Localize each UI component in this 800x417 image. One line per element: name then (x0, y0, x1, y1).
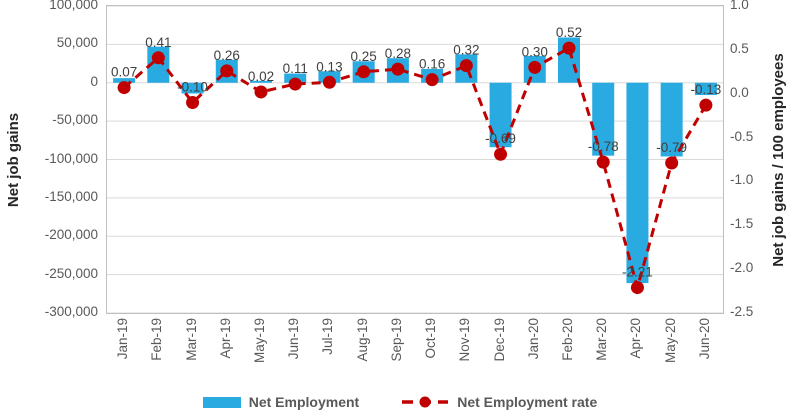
x-tick-label-Mar-19: Mar-19 (183, 318, 199, 361)
rate-marker-Dec-19 (494, 147, 508, 161)
x-tick-label-Jun-20: Jun-20 (696, 318, 712, 360)
data-label: -0.69 (485, 131, 516, 146)
line-swatch-icon (402, 396, 449, 408)
left-tick-label: -100,000 (44, 150, 98, 166)
right-tick-label: 1.0 (730, 0, 749, 12)
data-label: 0.07 (111, 65, 137, 80)
legend-item-net-employment-rate: Net Employment rate (401, 394, 597, 410)
x-tick-label-Dec-19: Dec-19 (491, 318, 507, 362)
right-axis-title: Net job gains / 100 employees (770, 53, 787, 267)
left-tick-label: -200,000 (44, 227, 98, 243)
x-tick-label-Aug-19: Aug-19 (354, 318, 370, 362)
rate-marker-May-19 (254, 85, 268, 99)
data-label: -0.78 (588, 139, 619, 154)
data-label: 0.30 (522, 44, 548, 59)
left-tick-label: 100,000 (49, 0, 98, 12)
right-tick-label: -0.5 (730, 128, 754, 144)
rate-marker-Apr-20 (630, 281, 644, 295)
rate-marker-Feb-19 (151, 51, 165, 65)
rate-marker-Jun-19 (288, 77, 302, 91)
x-tick-label-Feb-20: Feb-20 (560, 318, 575, 361)
rate-marker-Jan-19 (117, 81, 131, 95)
data-label: 0.26 (214, 48, 240, 63)
right-tick-label: -1.5 (730, 216, 754, 232)
left-axis-tick-labels: 100,000 50,000 0 -50,000 -100,000 -150,000 -20… (0, 0, 98, 330)
data-label: 0.16 (419, 57, 445, 72)
data-label: -0.13 (690, 82, 721, 97)
data-label: -0.79 (656, 140, 687, 155)
x-tick-label-Jan-20: Jan-20 (525, 318, 541, 360)
data-label: 0.25 (351, 49, 377, 64)
data-label: 0.13 (316, 59, 342, 74)
rate-marker-Feb-20 (562, 41, 576, 55)
bar-Mar-19 (181, 82, 204, 94)
data-label: 0.32 (453, 43, 479, 58)
data-label: -0.10 (177, 79, 208, 94)
x-tick-label-Nov-19: Nov-19 (457, 318, 473, 362)
bar-swatch-icon (202, 396, 241, 408)
right-tick-label: 0.0 (730, 84, 749, 100)
rate-marker-Oct-19 (425, 73, 439, 87)
x-tick-label-Jul-19: Jul-19 (320, 318, 336, 355)
plot-canvas: 0.07 0.41 -0.10 0.26 0.02 0.11 0.13 0.25 0.28 0.1… (107, 6, 723, 313)
right-tick-label: -2.0 (730, 260, 754, 276)
x-tick-label-Sep-19: Sep-19 (388, 318, 404, 362)
bar-May-19 (250, 80, 272, 83)
rate-marker-Nov-19 (459, 59, 473, 73)
bar-Jun-20 (694, 82, 717, 96)
bar-Dec-19 (489, 82, 512, 148)
data-label: 0.52 (556, 25, 582, 40)
data-label: 0.02 (248, 69, 274, 84)
x-tick-label-Feb-19: Feb-19 (149, 318, 165, 361)
x-tick-label-Jun-19: Jun-19 (286, 318, 302, 360)
data-label: 0.11 (283, 61, 308, 76)
left-tick-label: -300,000 (44, 304, 98, 319)
left-tick-label: 0 (90, 73, 98, 89)
left-tick-label: -250,000 (44, 265, 98, 281)
data-label: 0.41 (145, 35, 171, 50)
rate-marker-Jul-19 (322, 75, 336, 89)
legend-label-net-employment: Net Employment (248, 394, 360, 410)
plot-area: 0.07 0.41 -0.10 0.26 0.02 0.11 0.13 0.25 0.28 0.1… (106, 5, 724, 314)
rate-marker-Mar-20 (596, 155, 610, 169)
left-tick-label: -50,000 (52, 112, 98, 128)
right-axis-tick-labels: 1.0 0.5 0.0 -0.5 -1.0 -1.5 -2.0 -2.5 (730, 0, 790, 330)
left-tick-label: -150,000 (44, 188, 98, 204)
x-tick-label-Mar-20: Mar-20 (594, 318, 610, 361)
x-tick-label-Apr-20: Apr-20 (628, 318, 644, 359)
left-tick-label: 50,000 (56, 35, 98, 51)
data-label: -2.21 (622, 265, 653, 280)
x-tick-label-May-19: May-19 (252, 318, 267, 364)
x-tick-label-May-20: May-20 (662, 318, 678, 364)
x-tick-label-Apr-19: Apr-19 (217, 318, 233, 359)
bar-May-20 (660, 82, 683, 157)
legend-label-net-employment-rate: Net Employment rate (457, 394, 598, 410)
data-label: 0.28 (385, 46, 411, 61)
rate-marker-Sep-19 (391, 62, 405, 76)
bar-Apr-20 (626, 82, 649, 284)
rate-marker-Mar-19 (186, 95, 200, 109)
bar-Mar-20 (592, 82, 615, 156)
right-tick-label: 0.5 (730, 40, 749, 56)
rate-marker-Apr-19 (220, 64, 234, 78)
rate-marker-Jun-20 (699, 98, 713, 112)
legend-item-net-employment: Net Employment (202, 394, 360, 410)
rate-marker-Jan-20 (528, 60, 542, 74)
right-tick-label: -2.5 (730, 304, 754, 319)
x-tick-label-Oct-19: Oct-19 (423, 318, 439, 359)
legend: Net Employment Net Employment rate (0, 390, 800, 414)
bar-Jan-19 (113, 78, 136, 83)
rate-marker-Aug-19 (357, 65, 371, 79)
rate-line (123, 45, 708, 294)
right-tick-label: -1.0 (730, 172, 754, 188)
rate-marker-May-20 (665, 156, 679, 170)
x-tick-label-Jan-19: Jan-19 (115, 318, 131, 360)
